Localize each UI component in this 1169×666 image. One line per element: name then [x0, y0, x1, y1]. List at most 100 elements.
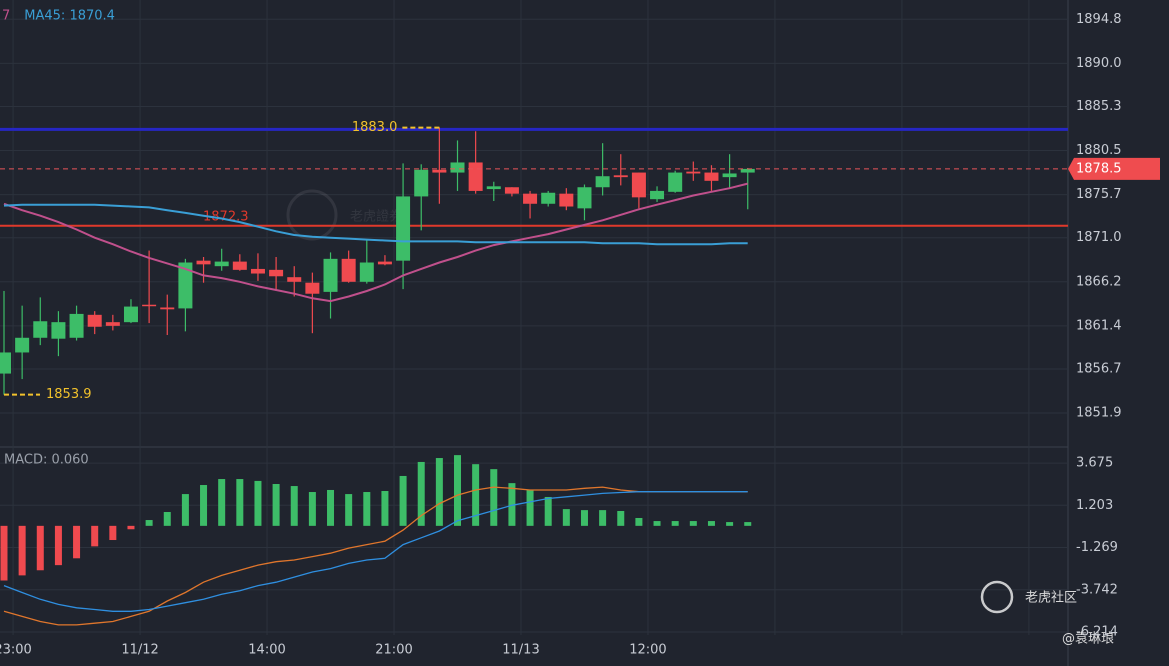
candle-body: [523, 193, 538, 204]
macd-bar: [272, 483, 280, 526]
macd-bar: [562, 509, 570, 526]
macd-bar: [707, 521, 715, 526]
x-tick-label: 23:00: [0, 643, 32, 658]
low-label: 1853.9: [46, 387, 92, 402]
candle-body: [160, 307, 175, 310]
y-tick-label: 1.203: [1076, 498, 1113, 513]
y-tick-label: 3.675: [1076, 456, 1113, 471]
candle-body: [468, 162, 483, 191]
macd-bar: [744, 522, 752, 526]
x-tick-label: 12:00: [629, 643, 666, 658]
candle-body: [377, 261, 392, 265]
macd-bar: [308, 492, 316, 526]
candle-body: [0, 352, 11, 374]
y-tick-label: 1894.8: [1076, 12, 1122, 27]
candle-body: [287, 277, 302, 282]
candle-body: [414, 169, 429, 197]
macd-bar: [599, 510, 607, 526]
support-label: 1872.3: [203, 209, 249, 224]
macd-bar: [508, 483, 516, 526]
candle-body: [686, 171, 701, 174]
y-tick-label: -6.214: [1076, 624, 1118, 639]
candle-body: [87, 314, 102, 327]
candle-body: [450, 162, 465, 173]
candle-body: [341, 258, 356, 282]
macd-bar: [635, 517, 643, 526]
macd-bar: [236, 479, 244, 526]
y-tick-label: 1851.9: [1076, 406, 1122, 421]
candle-body: [33, 321, 48, 338]
macd-bar: [526, 489, 534, 526]
brand-watermark: 老虎社区: [1025, 590, 1077, 606]
macd-bar: [490, 469, 498, 526]
x-tick-label: 11/13: [502, 643, 539, 658]
macd-bar: [381, 490, 389, 526]
candle-body: [577, 187, 592, 209]
candle-body: [305, 282, 320, 294]
y-tick-label: 1885.3: [1076, 99, 1122, 114]
y-tick-label: 1890.0: [1076, 56, 1122, 71]
macd-bar: [109, 525, 117, 541]
macd-bar: [36, 525, 44, 571]
macd-bar: [689, 521, 697, 526]
macd-bar: [653, 521, 661, 526]
brand-logo: [980, 580, 1014, 614]
macd-bar: [671, 521, 679, 526]
macd-bar: [127, 525, 135, 530]
macd-bar: [200, 485, 208, 526]
macd-bar: [363, 492, 371, 526]
y-tick-label: 1875.7: [1076, 187, 1122, 202]
macd-bar: [181, 494, 189, 526]
price-tag-label: 1878.5: [1076, 161, 1122, 176]
candle-body: [123, 306, 138, 323]
y-tick-label: -3.742: [1076, 582, 1118, 597]
macd-title: MACD: 0.060: [4, 453, 89, 468]
candle-body: [704, 172, 719, 181]
y-tick-label: 1866.2: [1076, 274, 1122, 289]
watermark-logo: [286, 189, 338, 241]
macd-bar: [617, 510, 625, 526]
macd-bar: [726, 522, 734, 526]
candle-body: [214, 261, 229, 267]
macd-bar: [435, 458, 443, 526]
candle-body: [232, 261, 247, 270]
candle-body: [559, 193, 574, 207]
ma-line: [3, 203, 748, 246]
macd-bar: [345, 494, 353, 526]
candle-body: [631, 172, 646, 198]
y-tick-label: 1861.4: [1076, 318, 1122, 333]
candle-body: [196, 260, 211, 265]
y-tick-label: 1880.5: [1076, 143, 1122, 158]
macd-bar: [544, 496, 552, 526]
candle-body: [504, 187, 519, 194]
candle-body: [668, 172, 683, 192]
candle-body: [250, 268, 265, 274]
candle-body: [650, 190, 665, 200]
y-tick-label: 1871.0: [1076, 230, 1122, 245]
candle-body: [105, 322, 120, 326]
candle-body: [595, 176, 610, 188]
center-watermark: 老虎證券: [286, 189, 402, 241]
macd-bar: [472, 464, 480, 526]
macd-bar: [580, 510, 588, 526]
candle-body: [15, 337, 30, 353]
author-watermark: @袁琳琅: [1062, 632, 1114, 647]
watermark-text: 老虎證券: [350, 209, 402, 225]
candle-body: [269, 269, 284, 277]
candle-body: [142, 304, 157, 307]
candle-body: [359, 262, 374, 282]
macd-bar: [18, 525, 26, 576]
legend-entry: 7: [2, 9, 10, 24]
macd-bar: [73, 525, 81, 559]
macd-bar: [145, 520, 153, 526]
y-tick-label: -1.269: [1076, 540, 1118, 555]
ma-line: [3, 182, 748, 303]
macd-line: [3, 486, 748, 626]
macd-bar: [163, 512, 171, 526]
macd-bar: [0, 525, 8, 581]
macd-bar: [290, 486, 298, 526]
candle-body: [486, 186, 501, 190]
